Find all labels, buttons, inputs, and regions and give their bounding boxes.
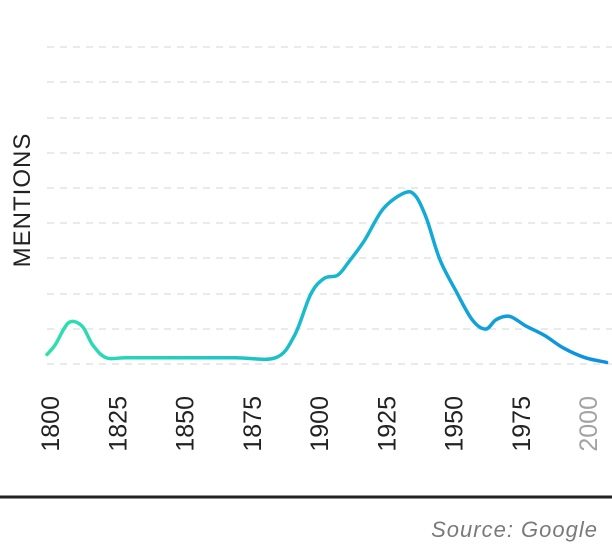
gridlines: [47, 46, 612, 365]
x-tick-label: 1825: [104, 396, 132, 452]
x-tick-label: 2000: [575, 396, 603, 452]
x-tick-label: 1850: [172, 396, 200, 452]
x-tick-label: 1925: [373, 396, 401, 452]
source-label: Source: Google: [431, 517, 598, 542]
series-line: [45, 190, 609, 365]
x-tick-label: 1975: [508, 396, 536, 452]
x-tick-label: 1950: [441, 396, 469, 452]
x-axis-ticks: 1800 1825 1850 1875 1900 1925 1950 1975 2000: [37, 396, 603, 452]
x-tick-label: 1800: [37, 396, 65, 452]
x-tick-label: 1875: [239, 396, 267, 452]
x-tick-label: 1900: [306, 396, 334, 452]
y-axis-label: MENTIONS: [9, 133, 36, 268]
